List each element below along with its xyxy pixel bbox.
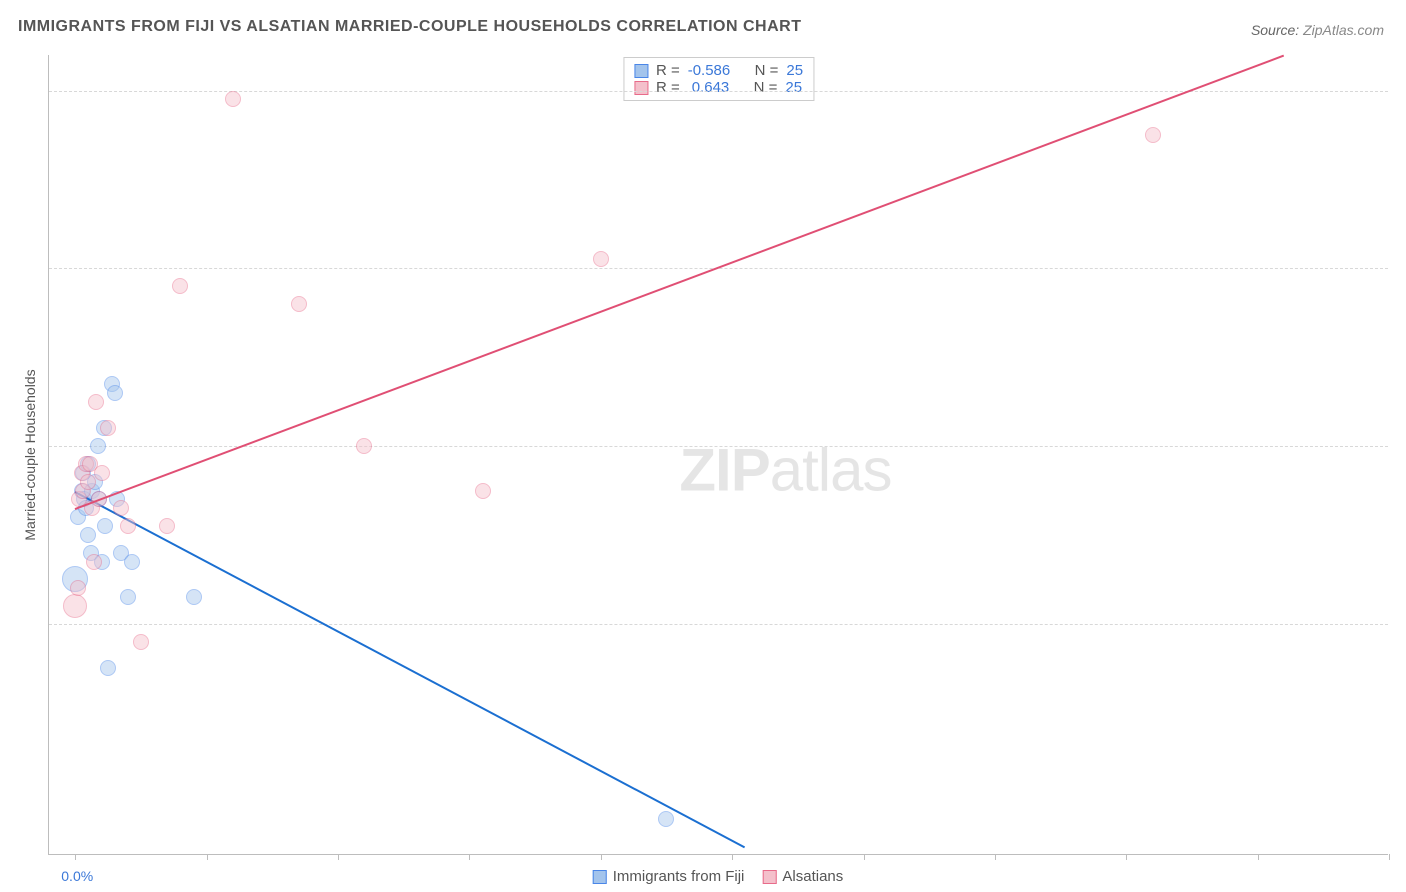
data-point-alsatians — [159, 518, 175, 534]
data-point-alsatians — [291, 296, 307, 312]
plot-wrapper: Married-couple Households ZIPatlas R = -… — [48, 55, 1388, 855]
data-point-alsatians — [91, 491, 107, 507]
data-point-fiji — [120, 589, 136, 605]
swatch-alsatians — [634, 81, 648, 95]
n-label: N = — [754, 79, 778, 96]
swatch-fiji — [634, 64, 648, 78]
data-point-alsatians — [593, 251, 609, 267]
bottom-legend: Immigrants from Fiji Alsatians — [593, 868, 844, 885]
data-point-fiji — [97, 518, 113, 534]
x-tick — [864, 854, 865, 860]
x-tick — [1389, 854, 1390, 860]
x-tick — [207, 854, 208, 860]
x-tick — [1258, 854, 1259, 860]
gridline — [49, 624, 1388, 625]
data-point-fiji — [658, 811, 674, 827]
data-point-fiji — [186, 589, 202, 605]
x-tick — [338, 854, 339, 860]
x-tick — [1126, 854, 1127, 860]
r-label: R = — [656, 62, 680, 79]
stats-row-fiji: R = -0.586 N = 25 — [634, 62, 803, 79]
x-tick — [469, 854, 470, 860]
legend-item-fiji: Immigrants from Fiji — [593, 868, 745, 885]
data-point-alsatians — [120, 518, 136, 534]
gridline — [49, 91, 1388, 92]
data-point-fiji — [90, 438, 106, 454]
stats-legend: R = -0.586 N = 25 R = 0.643 N = 25 — [623, 57, 814, 101]
x-tick — [732, 854, 733, 860]
gridline — [49, 268, 1388, 269]
chart-container: IMMIGRANTS FROM FIJI VS ALSATIAN MARRIED… — [0, 0, 1406, 892]
data-point-alsatians — [63, 594, 87, 618]
legend-label-fiji: Immigrants from Fiji — [613, 868, 745, 885]
legend-label-alsatians: Alsatians — [782, 868, 843, 885]
data-point-alsatians — [94, 465, 110, 481]
x-tick — [601, 854, 602, 860]
data-point-alsatians — [475, 483, 491, 499]
trendline-fiji — [75, 491, 746, 848]
data-point-alsatians — [88, 394, 104, 410]
data-point-fiji — [107, 385, 123, 401]
plot-area: ZIPatlas R = -0.586 N = 25 R = 0.643 N = — [48, 55, 1388, 855]
trendline-alsatians — [75, 55, 1284, 510]
data-point-fiji — [80, 527, 96, 543]
r-value-fiji: -0.586 — [688, 62, 731, 79]
chart-title: IMMIGRANTS FROM FIJI VS ALSATIAN MARRIED… — [18, 18, 801, 36]
source-attribution: Source: ZipAtlas.com — [1251, 22, 1384, 38]
data-point-alsatians — [356, 438, 372, 454]
data-point-fiji — [124, 554, 140, 570]
data-point-alsatians — [70, 580, 86, 596]
source-value: ZipAtlas.com — [1303, 22, 1384, 38]
data-point-alsatians — [1145, 127, 1161, 143]
data-point-alsatians — [100, 420, 116, 436]
data-point-alsatians — [172, 278, 188, 294]
stats-row-alsatians: R = 0.643 N = 25 — [634, 79, 803, 96]
x-tick — [995, 854, 996, 860]
data-point-alsatians — [86, 554, 102, 570]
x-tick-label: 0.0% — [61, 868, 93, 884]
r-label: R = — [656, 79, 680, 96]
y-axis-label: Married-couple Households — [22, 369, 38, 540]
data-point-fiji — [100, 660, 116, 676]
n-value-alsatians: 25 — [785, 79, 802, 96]
swatch-alsatians — [762, 870, 776, 884]
legend-item-alsatians: Alsatians — [762, 868, 843, 885]
r-value-alsatians: 0.643 — [692, 79, 730, 96]
gridline — [49, 446, 1388, 447]
n-value-fiji: 25 — [786, 62, 803, 79]
swatch-fiji — [593, 870, 607, 884]
data-point-alsatians — [225, 91, 241, 107]
n-label: N = — [755, 62, 779, 79]
source-label: Source: — [1251, 22, 1299, 38]
x-tick — [75, 854, 76, 860]
data-point-alsatians — [113, 500, 129, 516]
data-point-alsatians — [133, 634, 149, 650]
